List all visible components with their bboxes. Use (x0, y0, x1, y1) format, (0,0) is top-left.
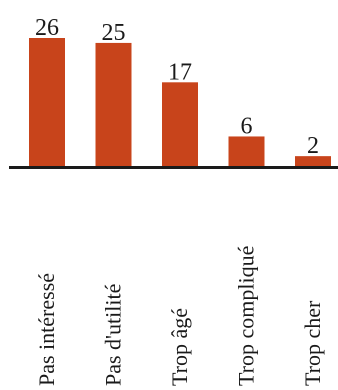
bar-pas-interesse (29, 38, 65, 166)
category-label-trop-cher: Trop cher (300, 300, 325, 386)
category-label-trop-complique: Trop compliqué (234, 246, 259, 386)
bar-trop-complique (228, 136, 265, 166)
bar-trop-cher (295, 156, 331, 166)
value-label-pas-interesse: 26 (35, 15, 59, 41)
category-label-pas-d-utilite: Pas d'utilité (101, 284, 126, 386)
category-labels-group: Pas intéressé Pas d'utilité Trop âgé Trop c… (34, 246, 325, 386)
value-label-trop-cher: 2 (307, 133, 319, 159)
value-label-trop-age: 17 (168, 59, 192, 85)
value-label-pas-d-utilite: 25 (102, 20, 126, 46)
category-label-pas-interesse: Pas intéressé (34, 273, 59, 386)
bars-group (29, 38, 331, 166)
category-label-trop-age: Trop âgé (167, 308, 192, 386)
value-label-trop-complique: 6 (241, 113, 253, 139)
value-labels-group: 26 25 17 6 2 (35, 15, 319, 159)
bar-trop-age (162, 82, 198, 166)
bar-pas-d-utilite (95, 42, 132, 166)
